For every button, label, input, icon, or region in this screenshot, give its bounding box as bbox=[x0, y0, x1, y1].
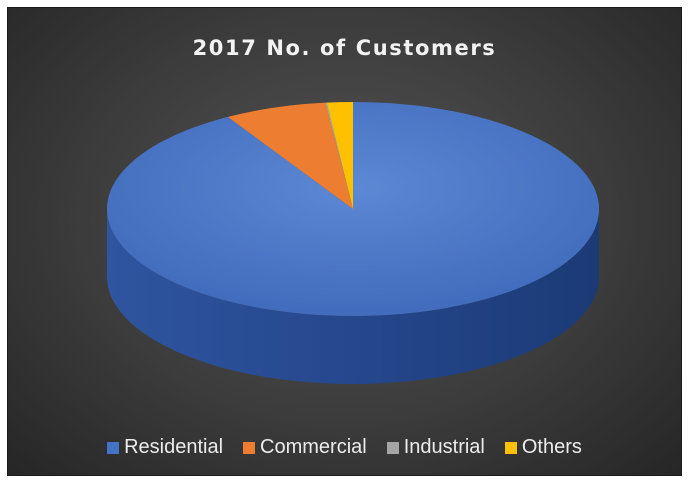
pie-chart bbox=[106, 102, 600, 384]
chart-area: 2017 No. of Customers Residential Commerc… bbox=[7, 7, 682, 476]
legend-swatch-others bbox=[504, 441, 517, 454]
legend-label: Commercial bbox=[260, 436, 367, 458]
legend-item-residential: Residential bbox=[107, 436, 223, 459]
legend-item-commercial: Commercial bbox=[243, 436, 367, 459]
legend-label: Residential bbox=[124, 436, 224, 458]
pie-slice-commercial bbox=[227, 102, 353, 209]
chart-title: 2017 No. of Customers bbox=[192, 36, 497, 60]
pie-slice-others bbox=[326, 102, 353, 209]
pie-side-residential bbox=[107, 209, 599, 384]
legend-swatch-residential bbox=[107, 441, 120, 454]
legend-swatch-industrial bbox=[386, 441, 399, 454]
legend-item-others: Others bbox=[504, 436, 582, 459]
legend-item-industrial: Industrial bbox=[386, 436, 485, 459]
legend: Residential Commercial Industrial Others bbox=[8, 436, 681, 459]
legend-swatch-commercial bbox=[243, 441, 256, 454]
pie-slice-industrial bbox=[325, 102, 353, 209]
pie-top-face bbox=[106, 102, 600, 316]
legend-label: Industrial bbox=[403, 436, 485, 458]
pie-side-wall bbox=[107, 209, 599, 384]
legend-label: Others bbox=[521, 436, 582, 458]
